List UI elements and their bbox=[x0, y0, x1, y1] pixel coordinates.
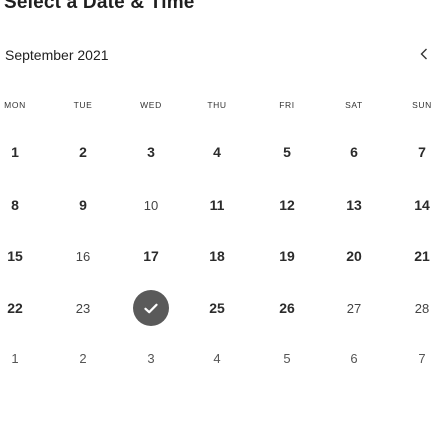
calendar-day[interactable]: 5 bbox=[267, 132, 307, 172]
calendar-day-selected[interactable]: 24 bbox=[133, 290, 169, 326]
calendar-day[interactable]: 11 bbox=[197, 185, 237, 225]
calendar-day[interactable]: 19 bbox=[267, 236, 307, 276]
calendar-day[interactable]: 7 bbox=[402, 132, 438, 172]
weekday-mon: MON bbox=[4, 100, 26, 110]
calendar-day-label: 27 bbox=[346, 300, 362, 316]
calendar-day-label: 5 bbox=[283, 144, 291, 160]
calendar-day-label: 22 bbox=[7, 300, 23, 316]
calendar-day-label: 14 bbox=[414, 197, 430, 213]
calendar-day[interactable]: 2 bbox=[63, 132, 103, 172]
calendar-day-label: 2 bbox=[79, 144, 87, 160]
weekday-tue: TUE bbox=[73, 100, 93, 110]
calendar-day-next-month: 7 bbox=[402, 338, 438, 378]
weekday-sat: SAT bbox=[345, 100, 363, 110]
calendar-day-label: 1 bbox=[11, 144, 19, 160]
weekday-sun: SUN bbox=[412, 100, 432, 110]
calendar-day[interactable]: 1 bbox=[0, 132, 35, 172]
page-title: Select a Date & Time bbox=[4, 0, 195, 13]
calendar-day-label: 4 bbox=[213, 144, 221, 160]
calendar-day-label: 6 bbox=[350, 144, 358, 160]
calendar-day[interactable]: 20 bbox=[334, 236, 374, 276]
calendar-day-label: 9 bbox=[79, 197, 87, 213]
weekday-wed: WED bbox=[140, 100, 162, 110]
calendar-day-label: 17 bbox=[143, 248, 159, 264]
check-icon bbox=[144, 303, 158, 313]
calendar-day-next-month: 3 bbox=[131, 338, 171, 378]
calendar-day[interactable]: 22 bbox=[0, 288, 35, 328]
calendar-day[interactable]: 17 bbox=[131, 236, 171, 276]
weekday-thu: THU bbox=[207, 100, 227, 110]
calendar-day[interactable]: 21 bbox=[402, 236, 438, 276]
calendar-day[interactable]: 25 bbox=[197, 288, 237, 328]
calendar-day[interactable]: 15 bbox=[0, 236, 35, 276]
calendar-day-label: 6 bbox=[350, 350, 358, 366]
calendar-day[interactable]: 14 bbox=[402, 185, 438, 225]
calendar-day-label: 18 bbox=[209, 248, 225, 264]
calendar-day-label: 15 bbox=[7, 248, 23, 264]
calendar-day-label: 3 bbox=[147, 350, 155, 366]
calendar-day-label: 7 bbox=[418, 350, 426, 366]
calendar-day-next-month: 6 bbox=[334, 338, 374, 378]
calendar-day[interactable]: 18 bbox=[197, 236, 237, 276]
calendar-day[interactable]: 26 bbox=[267, 288, 307, 328]
calendar-day-next-month: 4 bbox=[197, 338, 237, 378]
calendar-day[interactable]: 3 bbox=[131, 132, 171, 172]
calendar-day-label: 19 bbox=[279, 248, 295, 264]
calendar-day-label: 25 bbox=[209, 300, 225, 316]
calendar-day-label: 13 bbox=[346, 197, 362, 213]
calendar-day[interactable]: 12 bbox=[267, 185, 307, 225]
calendar-day-label: 1 bbox=[11, 350, 19, 366]
calendar-day[interactable]: 8 bbox=[0, 185, 35, 225]
calendar-day-label: 3 bbox=[147, 144, 155, 160]
calendar-day[interactable]: 4 bbox=[197, 132, 237, 172]
calendar-day-next-month: 2 bbox=[63, 338, 103, 378]
calendar-day-label: 10 bbox=[143, 197, 159, 213]
calendar-day-label: 23 bbox=[75, 300, 91, 316]
calendar-day[interactable]: 23 bbox=[63, 288, 103, 328]
chevron-left-icon bbox=[420, 48, 427, 60]
weekday-fri: FRI bbox=[279, 100, 295, 110]
calendar-day-label: 11 bbox=[209, 197, 225, 213]
calendar-day-label: 20 bbox=[346, 248, 362, 264]
calendar-day-label: 12 bbox=[279, 197, 295, 213]
calendar-day[interactable]: 27 bbox=[334, 288, 374, 328]
calendar-day[interactable]: 16 bbox=[63, 236, 103, 276]
calendar-day-next-month: 1 bbox=[0, 338, 35, 378]
calendar-day-next-month: 5 bbox=[267, 338, 307, 378]
calendar-day-label: 5 bbox=[283, 350, 291, 366]
calendar-day[interactable]: 28 bbox=[402, 288, 438, 328]
calendar-day-label: 16 bbox=[75, 248, 91, 264]
calendar-day[interactable]: 9 bbox=[63, 185, 103, 225]
calendar-day-label: 28 bbox=[414, 300, 430, 316]
calendar-day-label: 4 bbox=[213, 350, 221, 366]
calendar-day-label: 2 bbox=[79, 350, 87, 366]
month-label: September 2021 bbox=[5, 47, 109, 63]
previous-month-button[interactable] bbox=[414, 43, 434, 65]
calendar-day-label: 26 bbox=[279, 300, 295, 316]
calendar-day[interactable]: 13 bbox=[334, 185, 374, 225]
calendar-day-label: 7 bbox=[418, 144, 426, 160]
calendar-day[interactable]: 10 bbox=[131, 185, 171, 225]
calendar-day-label: 21 bbox=[414, 248, 430, 264]
calendar-day[interactable]: 6 bbox=[334, 132, 374, 172]
calendar-day-label: 8 bbox=[11, 197, 19, 213]
